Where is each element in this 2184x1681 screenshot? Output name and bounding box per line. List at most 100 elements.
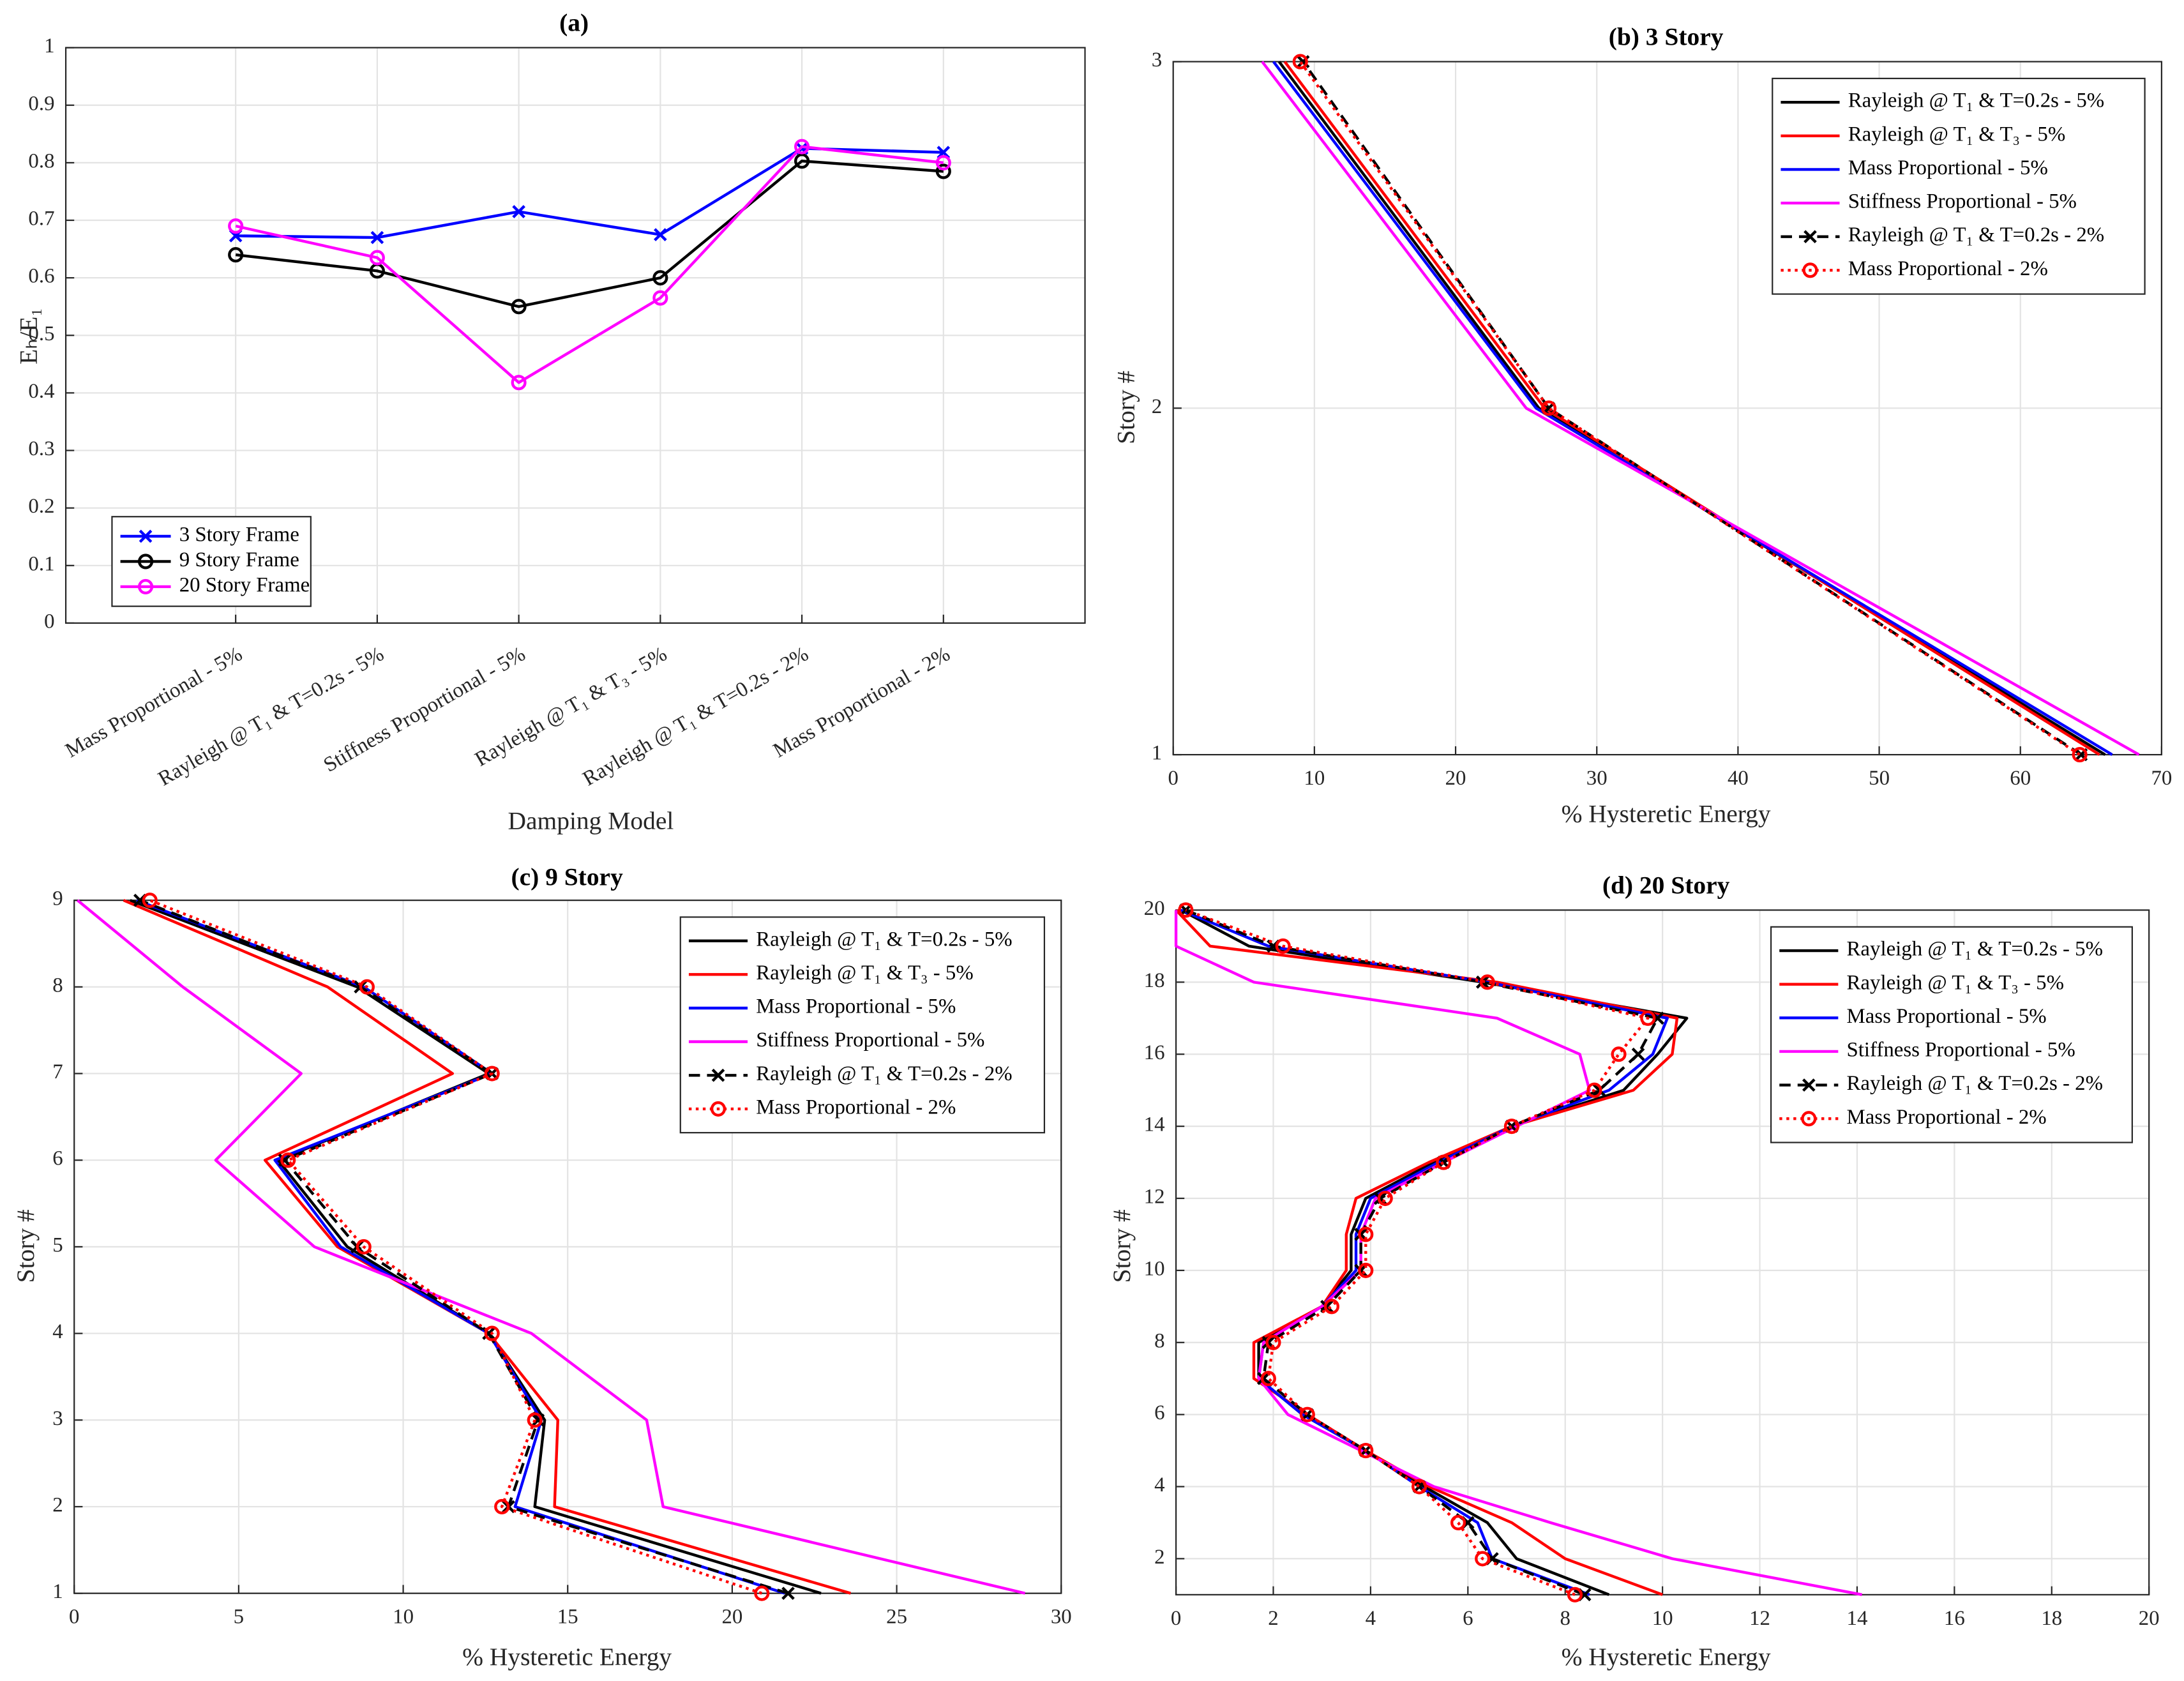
x-tick-label: 12 — [1749, 1607, 1770, 1630]
x-tick-label: 0 — [1168, 767, 1178, 790]
marker-x — [139, 529, 153, 543]
y-tick-label: 8 — [52, 974, 63, 997]
y-tick-label: 8 — [1154, 1329, 1164, 1352]
x-tick-label: 40 — [1728, 767, 1749, 790]
marker-o — [369, 250, 385, 266]
marker-x — [512, 205, 525, 218]
series-line — [235, 145, 944, 384]
y-tick-label: 2 — [52, 1494, 63, 1517]
y-tick-label: 3 — [52, 1407, 63, 1430]
marker-x — [370, 230, 384, 245]
marker-o — [138, 554, 154, 569]
series-line — [1302, 61, 2082, 756]
marker-o — [1586, 1082, 1602, 1098]
marker-o — [280, 1152, 296, 1168]
x-tick-label: 4 — [1366, 1607, 1376, 1630]
marker-o — [228, 218, 244, 234]
marker-o — [1323, 1299, 1339, 1315]
y-tick-label: 0.9 — [28, 92, 54, 115]
y-tick-label: 0.4 — [28, 380, 54, 403]
legend-label: Rayleigh @ T₁ & T=0.2s - 2% — [1848, 223, 2104, 246]
marker-o — [754, 1585, 770, 1601]
y-tick-label: 18 — [1144, 969, 1165, 992]
series-line — [1185, 908, 1650, 1596]
marker-o — [1567, 1587, 1583, 1602]
legend-label: Rayleigh @ T₁ & T=0.2s - 5% — [1848, 89, 2104, 112]
y-tick-label: 0 — [44, 610, 54, 633]
legend-label: Rayleigh @ T₁ & T=0.2s - 2% — [756, 1062, 1012, 1085]
axes-box — [64, 47, 1086, 624]
legend-label: Mass Proportional - 2% — [756, 1096, 956, 1119]
x-tick-label: 0 — [69, 1606, 79, 1629]
marker-o — [1611, 1046, 1627, 1062]
marker-o — [484, 1325, 500, 1341]
marker-o — [1436, 1154, 1452, 1170]
marker-o — [356, 1239, 372, 1255]
legend-box — [679, 916, 1046, 1134]
legend-label: Stiffness Proportional - 5% — [756, 1029, 984, 1052]
marker-o — [494, 1498, 510, 1515]
x-tick-label: 6 — [1463, 1607, 1473, 1630]
y-tick-label: 20 — [1144, 897, 1165, 920]
marker-o — [527, 1412, 543, 1428]
y-tick-label: 4 — [52, 1320, 63, 1343]
marker-x — [531, 1413, 545, 1427]
axes-box — [73, 900, 1062, 1594]
marker-o — [1802, 262, 1818, 278]
marker-x — [1802, 1078, 1816, 1092]
marker-o — [1358, 1226, 1374, 1242]
marker-o — [1358, 1443, 1374, 1459]
marker-o — [794, 153, 810, 169]
series-line — [130, 899, 822, 1595]
legend-label: Rayleigh @ T₁ & T=0.2s - 2% — [1846, 1072, 2102, 1095]
marker-o — [511, 375, 527, 391]
x-tick-label: 20 — [1445, 767, 1466, 790]
y-tick-label: 0.3 — [28, 437, 54, 460]
marker-o — [1260, 1371, 1276, 1387]
y-tick-label: 2 — [1152, 395, 1162, 418]
legend-box — [1770, 926, 2133, 1143]
legend-label: 9 Story Frame — [179, 548, 299, 571]
marker-o — [1377, 1190, 1393, 1207]
marker-o — [1292, 54, 1308, 70]
marker-o — [935, 163, 951, 179]
legend-label: 3 Story Frame — [179, 524, 299, 547]
y-axis-label: Story # — [1108, 1209, 1136, 1283]
series-line — [1272, 61, 2113, 756]
y-tick-label: 0.8 — [28, 149, 54, 172]
x-tick-label: Rayleigh @ T₁ & T=0.2s - 5% — [154, 642, 388, 790]
x-tick-label: 60 — [2010, 767, 2031, 790]
marker-o — [1178, 902, 1194, 918]
x-tick-label: 20 — [721, 1606, 742, 1629]
x-tick-label: 0 — [1171, 1607, 1181, 1630]
marker-o — [1412, 1479, 1427, 1495]
series-line — [123, 899, 852, 1595]
marker-o — [1299, 1406, 1315, 1422]
marker-o — [1640, 1010, 1656, 1026]
legend-label: Mass Proportional - 5% — [756, 995, 956, 1018]
x-axis-label: % Hysteretic Energy — [462, 1643, 672, 1671]
marker-o — [1479, 974, 1495, 990]
y-axis-label: Story # — [1112, 370, 1140, 444]
x-tick-label: 30 — [1051, 1606, 1072, 1629]
y-tick-label: 4 — [1154, 1474, 1164, 1496]
marker-o — [935, 155, 951, 170]
y-tick-label: 14 — [1144, 1113, 1165, 1136]
y-tick-label: 6 — [52, 1147, 63, 1170]
y-axis-label: Story # — [11, 1209, 40, 1283]
legend-label: Mass Proportional - 5% — [1848, 156, 2048, 179]
chart-title: (d) 20 Story — [1602, 871, 1730, 899]
x-tick-label: 16 — [1944, 1607, 1965, 1630]
marker-o — [1475, 1551, 1491, 1567]
y-tick-label: 5 — [52, 1233, 63, 1256]
y-tick-label: 16 — [1144, 1041, 1165, 1064]
legend-label: Mass Proportional - 2% — [1848, 257, 2048, 280]
marker-o — [228, 247, 244, 263]
legend-label: Mass Proportional - 2% — [1846, 1106, 2046, 1129]
y-tick-label: 2 — [1154, 1546, 1164, 1569]
series-line — [235, 159, 944, 308]
y-tick-label: 6 — [1154, 1401, 1164, 1424]
marker-o — [511, 299, 527, 315]
